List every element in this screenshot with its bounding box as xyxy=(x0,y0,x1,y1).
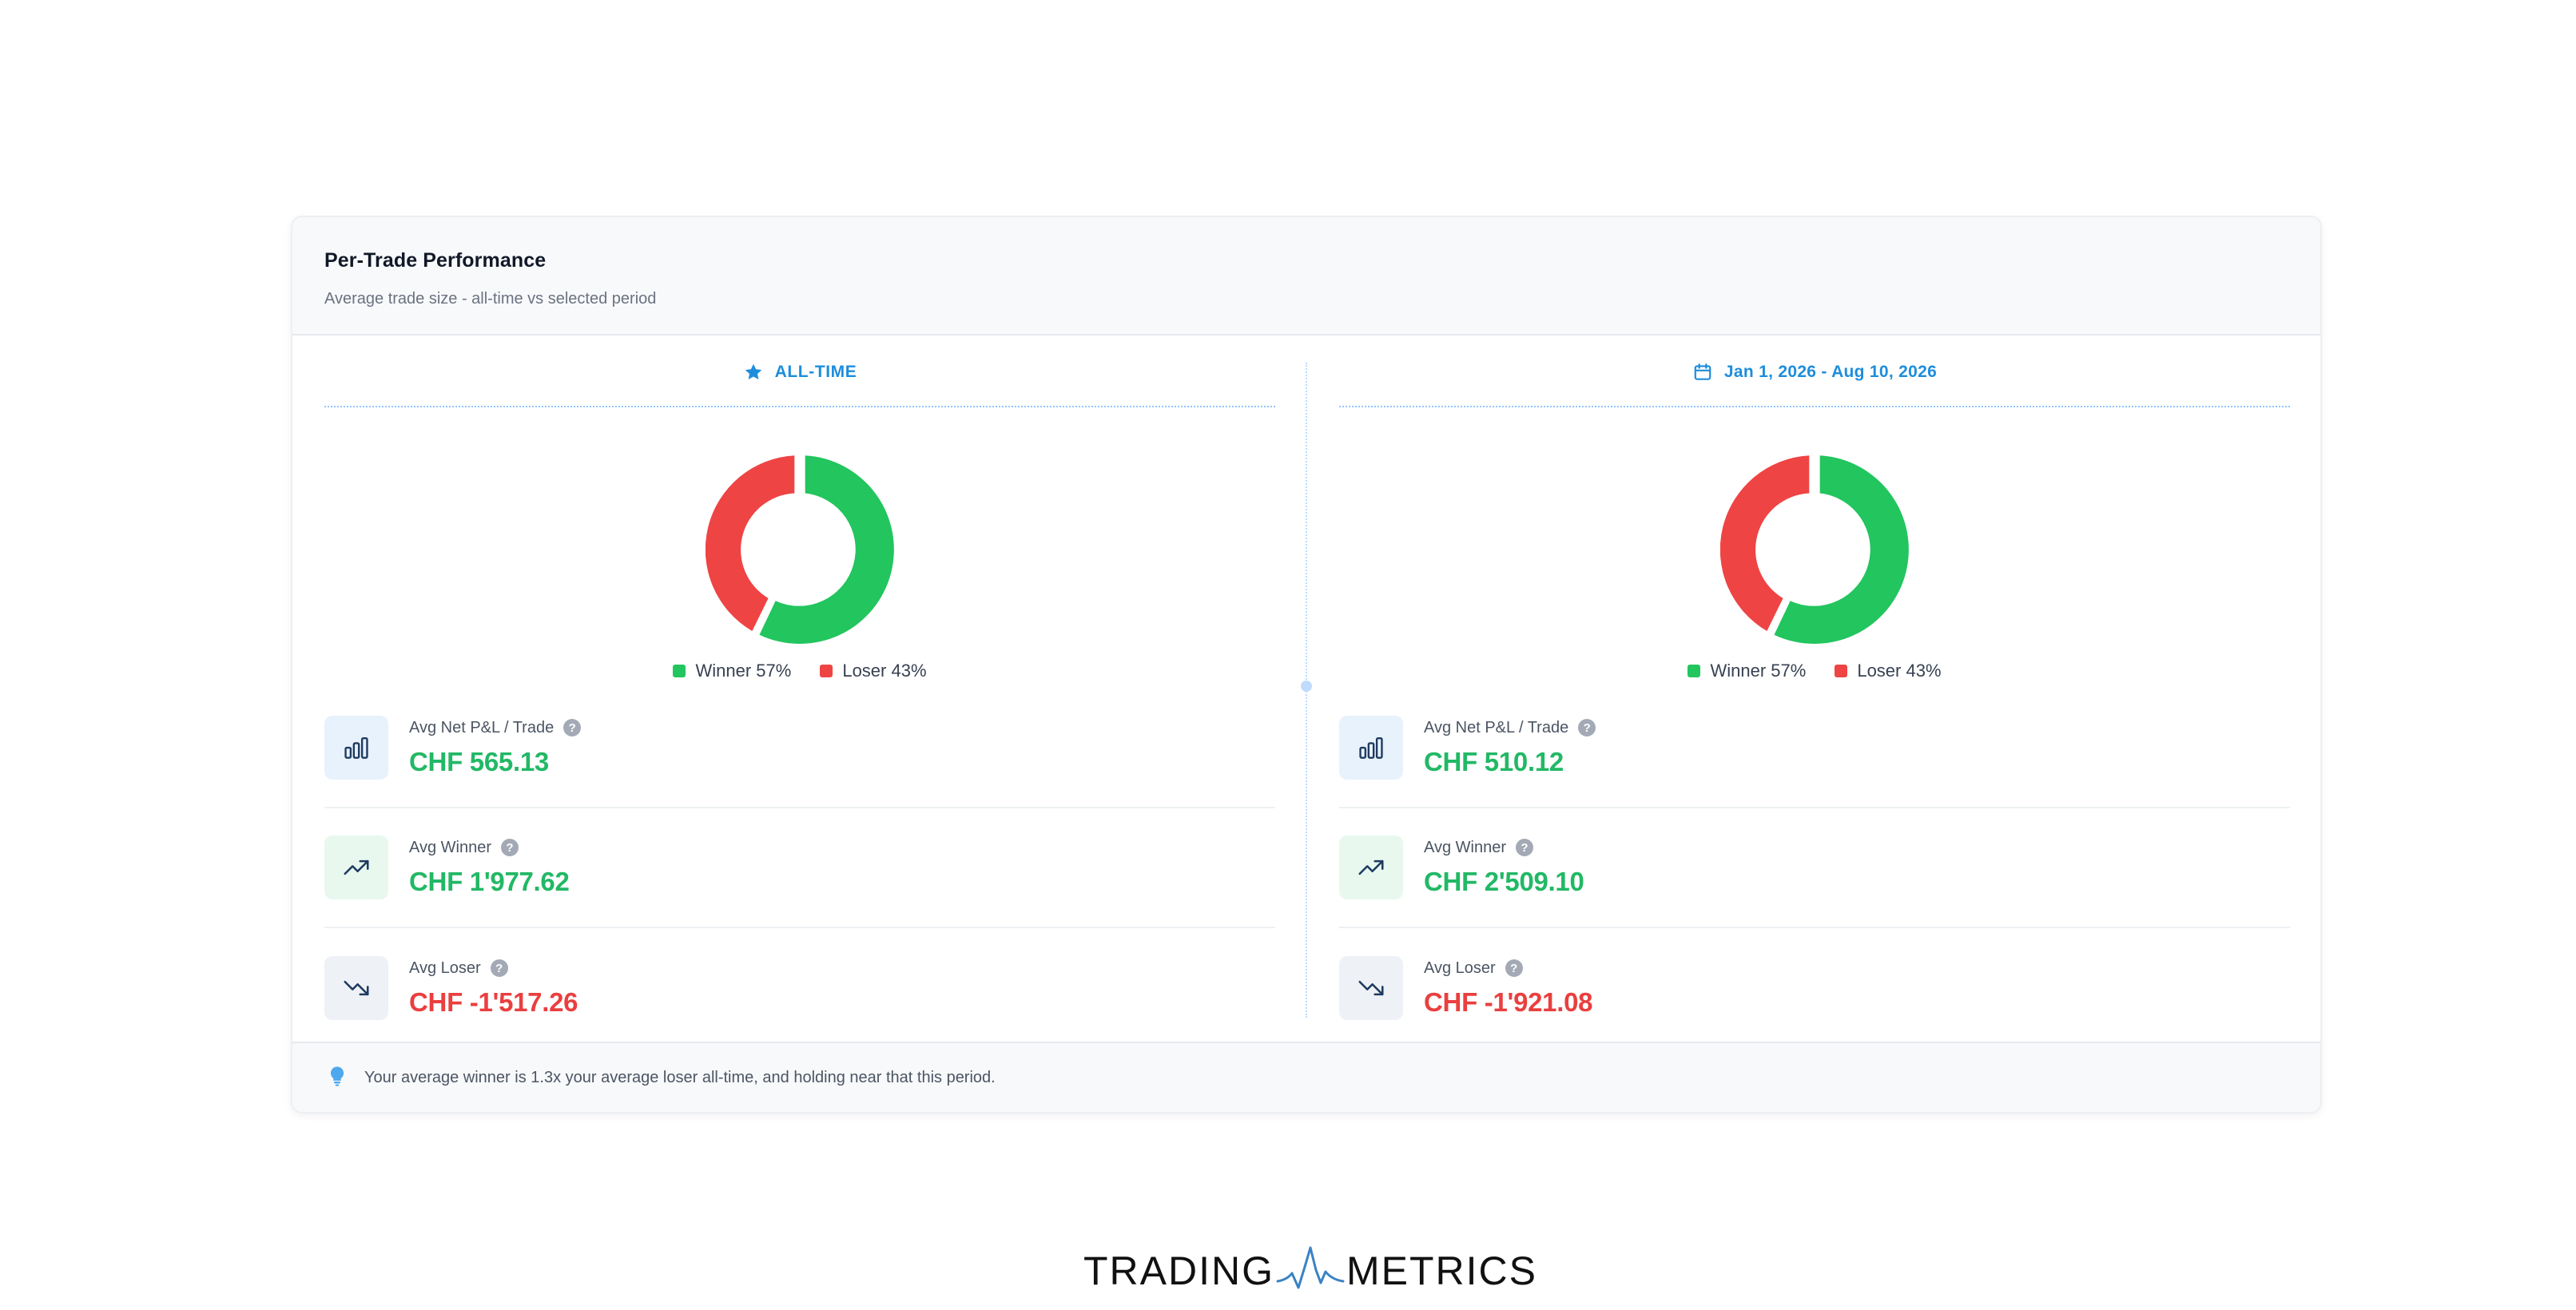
column-header-label: Jan 1, 2026 - Aug 10, 2026 xyxy=(1723,363,1938,381)
winner-swatch xyxy=(673,665,686,677)
metric-label: Avg Loser xyxy=(409,959,481,977)
metric-label: Avg Winner xyxy=(1424,838,1507,856)
legend-winner: Winner 57% xyxy=(673,661,791,681)
help-icon[interactable]: ? xyxy=(1505,959,1523,977)
metric-avg-loser: Avg Loser ? CHF -1'921.08 xyxy=(1339,928,2290,1048)
legend-winner-label: Winner 57% xyxy=(695,661,792,681)
star-icon xyxy=(743,362,764,383)
trending-down-icon xyxy=(324,956,388,1020)
metric-avg-winner: Avg Winner ? CHF 1'977.62 xyxy=(324,808,1275,928)
trending-up-icon xyxy=(324,836,388,899)
lightbulb-icon xyxy=(326,1064,348,1092)
help-icon[interactable]: ? xyxy=(501,839,519,856)
legend-loser: Loser 43% xyxy=(820,661,927,681)
donut-winner-segment xyxy=(759,455,894,644)
metric-value: CHF 510.12 xyxy=(1424,746,1564,776)
loser-swatch xyxy=(820,665,833,677)
insight-text: Your average winner is 1.3x your average… xyxy=(364,1068,996,1086)
metric-avg-winner: Avg Winner ? CHF 2'509.10 xyxy=(1339,808,2290,928)
metric-value: CHF -1'921.08 xyxy=(1424,986,1593,1017)
help-icon[interactable]: ? xyxy=(1516,839,1534,856)
metric-label: Avg Winner xyxy=(409,838,492,856)
metric-label: Avg Net P&L / Trade xyxy=(409,718,555,736)
card-title: Per-Trade Performance xyxy=(324,249,547,272)
legend-loser-label: Loser 43% xyxy=(1857,661,1942,681)
comparison-columns: ALL-TIME Winner 57% Loser 43% xyxy=(292,335,2320,1043)
column-divider-dot xyxy=(1301,681,1312,692)
card-header: Per-Trade Performance Average trade size… xyxy=(292,217,2320,335)
metric-list: Avg Net P&L / Trade ? CHF 510.12 xyxy=(1339,689,2290,1048)
logo-word-left: TRADING xyxy=(1083,1248,1274,1293)
per-trade-performance-card: Per-Trade Performance Average trade size… xyxy=(291,216,2322,1114)
logo-wave-icon xyxy=(1276,1246,1345,1289)
metric-value: CHF -1'517.26 xyxy=(409,986,578,1017)
donut-loser-segment xyxy=(706,455,795,631)
legend-winner: Winner 57% xyxy=(1688,661,1806,681)
help-icon[interactable]: ? xyxy=(1578,719,1596,736)
column-header: Jan 1, 2026 - Aug 10, 2026 xyxy=(1339,335,2290,407)
metric-value: CHF 1'977.62 xyxy=(409,866,570,896)
card-subtitle: Average trade size - all-time vs selecte… xyxy=(324,290,657,308)
winner-swatch xyxy=(1688,665,1701,677)
logo-word-right: METRICS xyxy=(1346,1248,1537,1293)
legend-loser: Loser 43% xyxy=(1835,661,1942,681)
metric-label: Avg Loser xyxy=(1424,959,1496,977)
bar-chart-icon xyxy=(1339,716,1403,780)
donut-loser-segment xyxy=(1720,455,1810,631)
trading-metrics-logo: TRADING METRICS xyxy=(1083,1243,1537,1299)
win-loss-donut xyxy=(1339,407,2290,647)
column-header: ALL-TIME xyxy=(324,335,1275,407)
metric-value: CHF 2'509.10 xyxy=(1424,866,1584,896)
metric-value: CHF 565.13 xyxy=(409,746,549,776)
donut-chart xyxy=(706,455,894,644)
legend-loser-label: Loser 43% xyxy=(842,661,927,681)
loser-swatch xyxy=(1835,665,1848,677)
legend-winner-label: Winner 57% xyxy=(1710,661,1807,681)
trending-up-icon xyxy=(1339,836,1403,899)
help-icon[interactable]: ? xyxy=(490,959,508,977)
metric-avg-loser: Avg Loser ? CHF -1'517.26 xyxy=(324,928,1275,1048)
metric-avg-net-pnl: Avg Net P&L / Trade ? CHF 565.13 xyxy=(324,689,1275,808)
bar-chart-icon xyxy=(324,716,388,780)
calendar-icon xyxy=(1692,362,1713,383)
help-icon[interactable]: ? xyxy=(563,719,582,736)
donut-chart xyxy=(1720,455,1909,644)
insight-footer: Your average winner is 1.3x your average… xyxy=(292,1042,2320,1112)
selected-period-column: Jan 1, 2026 - Aug 10, 2026 Winner 57% Lo… xyxy=(1339,335,2290,1043)
donut-winner-segment xyxy=(1774,455,1909,644)
trending-down-icon xyxy=(1339,956,1403,1020)
metric-avg-net-pnl: Avg Net P&L / Trade ? CHF 510.12 xyxy=(1339,689,2290,808)
column-header-label: ALL-TIME xyxy=(774,363,857,381)
all-time-column: ALL-TIME Winner 57% Loser 43% xyxy=(324,335,1275,1043)
win-loss-donut xyxy=(324,407,1275,647)
metric-label: Avg Net P&L / Trade xyxy=(1424,718,1569,736)
donut-legend: Winner 57% Loser 43% xyxy=(1339,655,2290,687)
metric-list: Avg Net P&L / Trade ? CHF 565.13 xyxy=(324,689,1275,1048)
donut-legend: Winner 57% Loser 43% xyxy=(324,655,1275,687)
